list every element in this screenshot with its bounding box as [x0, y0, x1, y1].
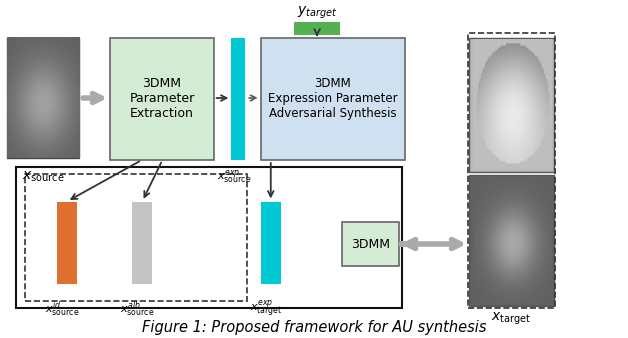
Text: 3DMM
Expression Parameter
Adversarial Synthesis: 3DMM Expression Parameter Adversarial Sy…	[268, 77, 398, 120]
Bar	[57, 202, 77, 284]
Bar	[469, 38, 554, 172]
Text: $y_{target}$: $y_{target}$	[297, 4, 337, 21]
Bar	[133, 202, 153, 284]
Bar	[16, 167, 402, 308]
Text: 3DMM
Parameter
Extraction: 3DMM Parameter Extraction	[129, 77, 195, 120]
Bar	[7, 38, 79, 159]
Text: 3DMM: 3DMM	[351, 238, 390, 250]
Text: $x_\mathrm{source}^{id}$: $x_\mathrm{source}^{id}$	[45, 299, 79, 319]
Bar	[231, 38, 245, 160]
Text: Figure 1: Proposed framework for AU synthesis: Figure 1: Proposed framework for AU synt…	[142, 320, 486, 335]
Bar	[261, 202, 281, 284]
Text: $x_\mathrm{target}^{exp}$: $x_\mathrm{target}^{exp}$	[250, 298, 283, 319]
Bar	[24, 173, 247, 301]
Bar	[294, 22, 340, 35]
Text: $x_\mathrm{source}^{exp}$: $x_\mathrm{source}^{exp}$	[217, 168, 252, 186]
Bar	[469, 175, 554, 306]
Text: $x_\mathrm{source}^{alb}$: $x_\mathrm{source}^{alb}$	[120, 299, 154, 319]
Bar	[111, 38, 214, 160]
Text: $x_\mathrm{target}$: $x_\mathrm{target}$	[491, 311, 531, 327]
Text: $x_\mathrm{source}$: $x_\mathrm{source}$	[22, 170, 65, 184]
Bar	[342, 222, 399, 266]
Bar	[261, 38, 405, 160]
Bar	[467, 32, 555, 308]
